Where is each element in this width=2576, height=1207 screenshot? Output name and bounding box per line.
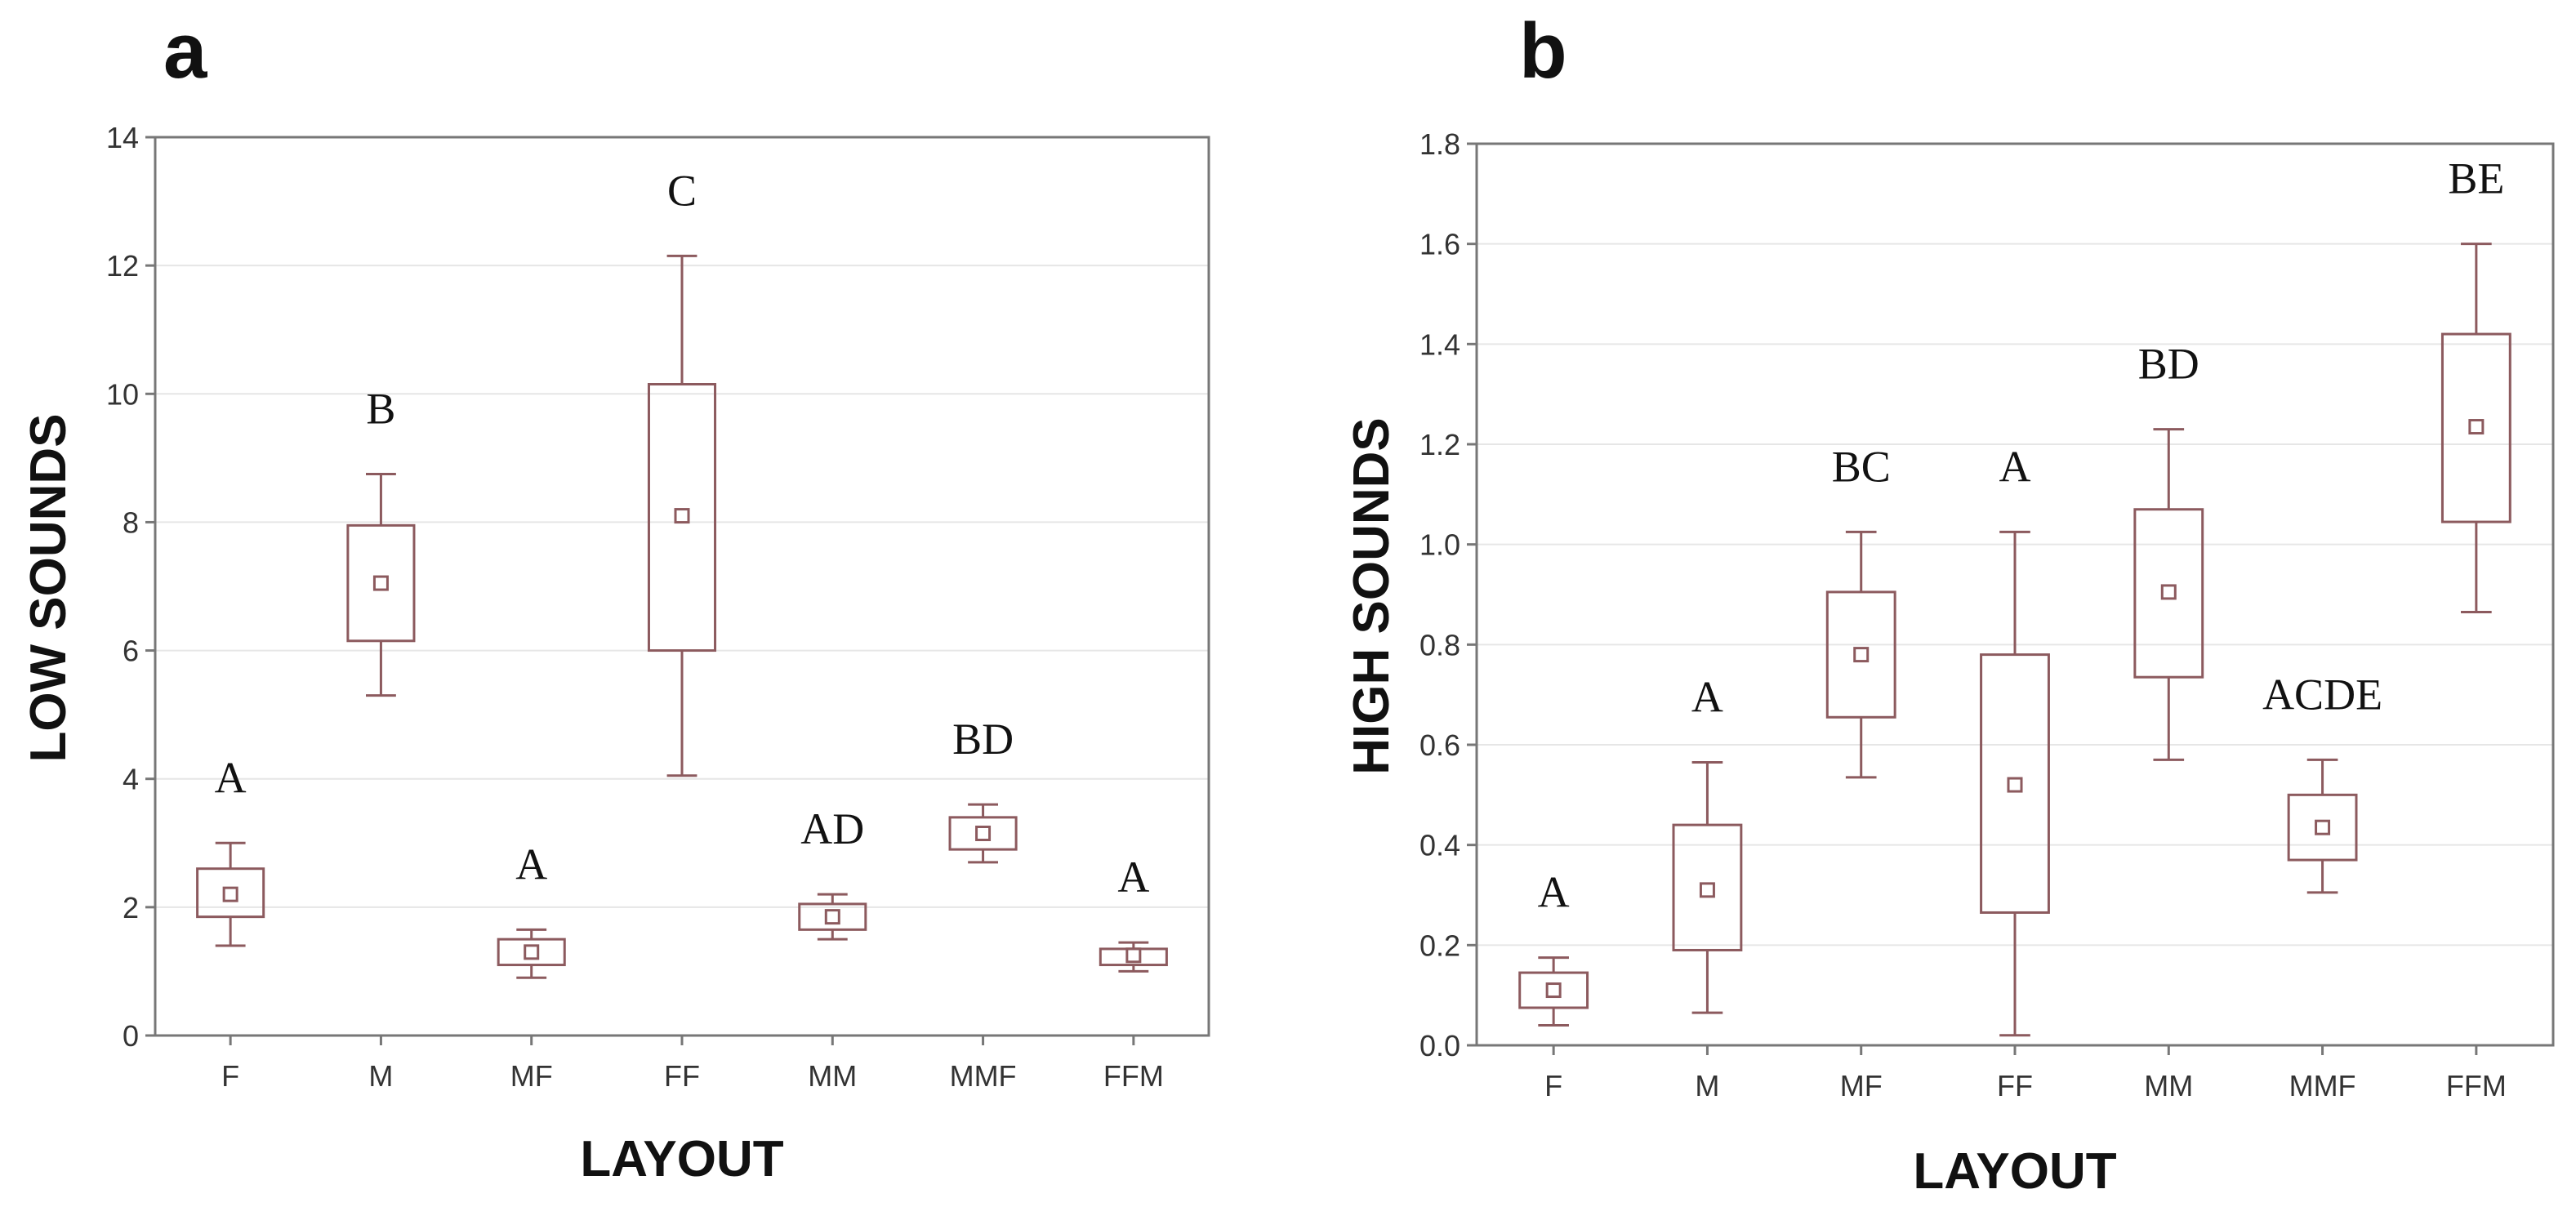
panel-a-significance-letter: AD: [800, 804, 864, 853]
panel-a-box-rect: [948, 816, 1018, 851]
panel-a-label: a: [163, 7, 207, 95]
panel-b: b LAYOUT HIGH SOUNDS 0.0 0.2 0.4 0.6 0.8 1.0 1…: [1344, 7, 2555, 1200]
panel-a-x-axis-title: LAYOUT: [580, 1131, 783, 1187]
panel-b-significance-letter: BC: [1832, 442, 1891, 491]
panel-a-x-tick-label: F: [221, 1059, 239, 1093]
panel-b-y-tick-label: 0.8: [1419, 628, 1460, 661]
panel-a-box-rect: [497, 938, 566, 967]
panel-a-y-tick-label: 14: [106, 121, 139, 154]
panel-b-x-tick-label: FF: [1997, 1069, 2033, 1102]
panel-b-box-FF: A: [1980, 442, 2050, 1037]
panel-b-y-tick-label: 1.6: [1419, 228, 1460, 261]
panel-a-y-tick-label: 12: [106, 249, 139, 283]
panel-b-significance-letter: BD: [2138, 340, 2199, 389]
panel-a-y-tick-label: 2: [123, 891, 139, 924]
panel-a-y-axis-title: LOW SOUNDS: [20, 413, 77, 762]
panel-a-significance-letter: BD: [952, 715, 1014, 764]
panel-b-x-tick-label: MM: [2144, 1069, 2193, 1102]
panel-b-significance-letter: A: [1999, 442, 2031, 491]
panel-b-box-rect: [1518, 971, 1589, 1009]
panel-b-mean-marker: [1545, 982, 1562, 999]
panel-b-significance-letter: A: [1538, 868, 1570, 917]
panel-a-mean-marker: [372, 575, 389, 591]
panel-b-y-tick-label: 1.8: [1419, 127, 1460, 161]
panel-b-box-F: A: [1518, 868, 1589, 1027]
panel-a-x-tick-label: FFM: [1103, 1059, 1164, 1093]
panel-a-y-tick-label: 10: [106, 377, 139, 411]
panel-b-box-rect: [2287, 793, 2358, 862]
panel-b-y-tick-label: 1.0: [1419, 528, 1460, 562]
panel-a-mean-marker: [222, 886, 238, 902]
panel-a-mean-marker: [674, 508, 690, 524]
panel-a-box-FF: C: [647, 166, 717, 777]
panel-a-box-rect: [798, 902, 867, 931]
panel-b-x-tick-label: MMF: [2289, 1069, 2356, 1102]
panel-b-x-axis-title: LAYOUT: [1913, 1143, 2116, 1200]
panel-a-box-M: B: [346, 385, 416, 697]
panel-a-mean-marker: [975, 826, 992, 841]
panel-a-mean-marker: [824, 909, 840, 925]
panel-a-x-tick-label: MF: [510, 1059, 553, 1093]
panel-a-y-tick-label: 6: [123, 635, 139, 668]
panel-b-y-axis-title: HIGH SOUNDS: [1344, 417, 1400, 774]
panel-a-significance-letter: B: [366, 385, 395, 434]
panel-a-box-rect: [647, 383, 717, 652]
panel-b-box-MF: BC: [1825, 442, 1896, 779]
panel-b-box-rect: [2133, 508, 2204, 679]
panel-a-y-tick-label: 4: [123, 763, 139, 796]
panel-b-mean-marker: [1699, 882, 1715, 898]
panel-b-y-tick-label: 1.4: [1419, 327, 1460, 361]
panel-b-box-rect: [2440, 332, 2511, 523]
panel-a-box-MF: A: [497, 840, 566, 979]
panel-b-significance-letter: A: [1691, 672, 1723, 721]
panel-b-y-tick-label: 1.2: [1419, 428, 1460, 461]
panel-b-mean-marker: [2007, 777, 2023, 793]
panel-b-box-rect: [1825, 590, 1896, 719]
panel-a-x-tick-label: MMF: [950, 1059, 1017, 1093]
panel-a-significance-letter: A: [515, 840, 547, 889]
panel-b-label: b: [1519, 7, 1567, 95]
panel-a-box-MMF: BD: [948, 715, 1018, 864]
panel-a-box-F: A: [196, 753, 265, 947]
panel-b-y-tick-label: 0.6: [1419, 728, 1460, 762]
panel-b-x-tick-label: FFM: [2446, 1069, 2507, 1102]
panel-a-y-tick-label: 0: [123, 1019, 139, 1053]
panel-b-box-rect: [1672, 823, 1743, 951]
panel-b-box-FFM: BE: [2440, 154, 2511, 613]
panel-a-mean-marker: [524, 944, 540, 960]
panel-a-significance-letter: A: [215, 753, 247, 802]
panel-b-box-MMF: ACDE: [2262, 670, 2382, 894]
panel-a-box-rect: [346, 523, 416, 643]
panel-a-mean-marker: [1125, 947, 1142, 964]
panel-b-mean-marker: [2315, 819, 2331, 835]
panel-b-mean-marker: [2468, 419, 2485, 435]
panel-b-y-tick-label: 0.2: [1419, 929, 1460, 962]
panel-b-box-MM: BD: [2133, 340, 2204, 761]
panel-a-x-tick-label: FF: [664, 1059, 700, 1093]
panel-a-x-tick-label: MM: [808, 1059, 857, 1093]
panel-b-mean-marker: [2160, 584, 2177, 600]
panel-a-x-tick-label: M: [368, 1059, 393, 1093]
panel-b-y-tick-label: 0.0: [1419, 1029, 1460, 1062]
panel-b-x-tick-label: M: [1695, 1069, 1719, 1102]
panel-b-significance-letter: ACDE: [2262, 670, 2382, 719]
panel-a-box-FFM: A: [1099, 853, 1168, 973]
panel-a-box-MM: AD: [798, 804, 867, 941]
panel-a-y-tick-label: 8: [123, 506, 139, 539]
panel-b-box-M: A: [1672, 672, 1743, 1014]
panel-b-y-tick-label: 0.4: [1419, 829, 1460, 862]
panel-b-x-tick-label: MF: [1840, 1069, 1883, 1102]
panel-b-significance-letter: BE: [2448, 154, 2504, 203]
panel-a-significance-letter: C: [667, 166, 697, 215]
panel-a-significance-letter: A: [1117, 853, 1149, 902]
panel-b-box-rect: [1980, 653, 2050, 914]
panel-a-box-rect: [196, 867, 265, 919]
panel-b-x-tick-label: F: [1544, 1069, 1562, 1102]
panel-b-mean-marker: [1853, 647, 1870, 663]
